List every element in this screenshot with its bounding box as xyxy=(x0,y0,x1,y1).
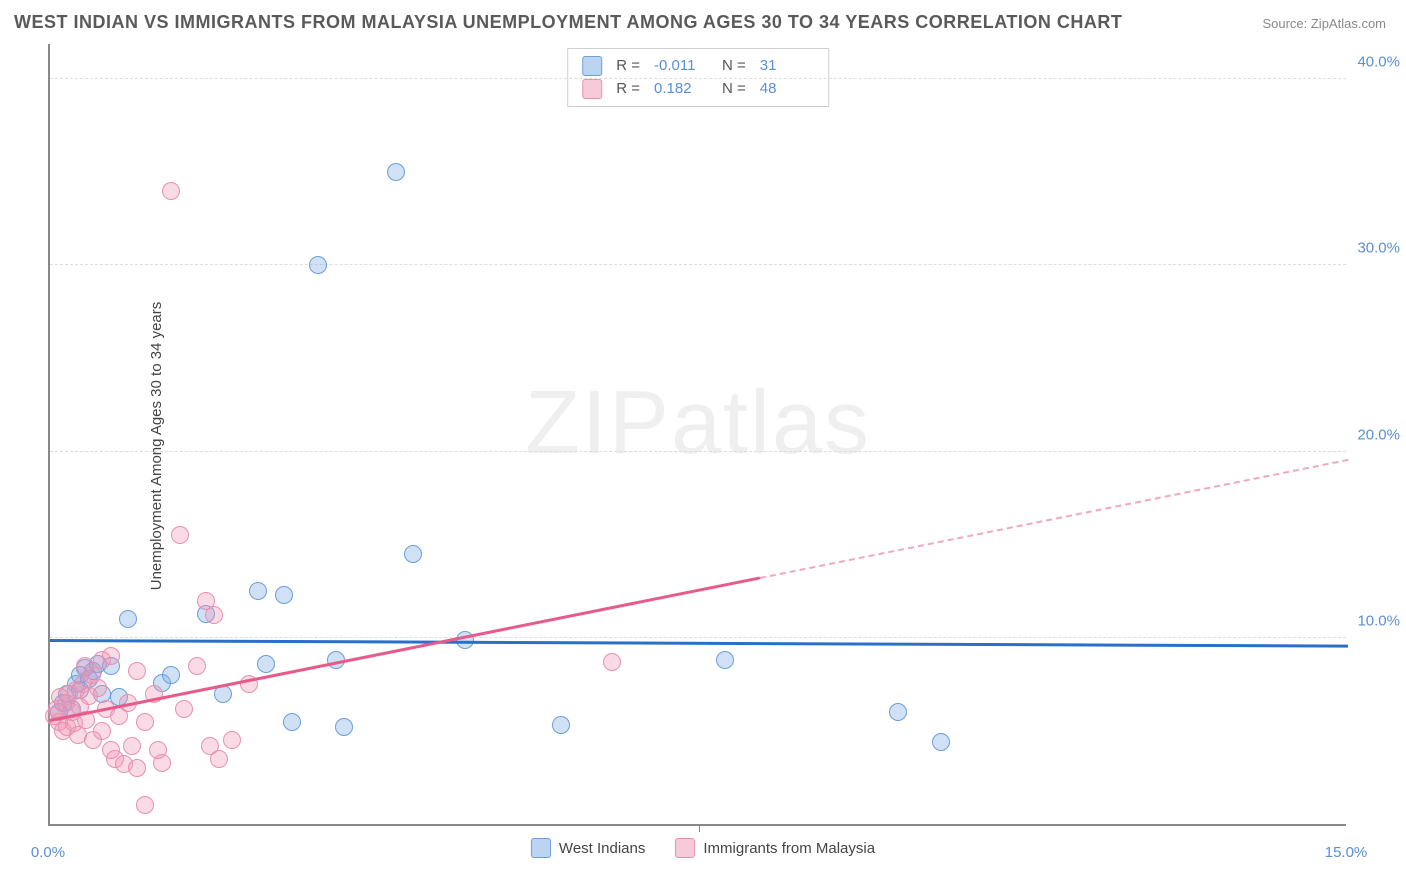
scatter-point xyxy=(257,655,275,673)
x-tick xyxy=(699,824,700,832)
trend-line xyxy=(50,577,760,722)
scatter-point xyxy=(283,713,301,731)
scatter-point xyxy=(716,651,734,669)
scatter-point xyxy=(128,759,146,777)
scatter-point xyxy=(188,657,206,675)
legend-label: Immigrants from Malaysia xyxy=(703,840,875,857)
gridline xyxy=(50,78,1346,79)
y-tick-label: 20.0% xyxy=(1357,426,1400,443)
scatter-point xyxy=(136,796,154,814)
scatter-point xyxy=(552,716,570,734)
gridline xyxy=(50,264,1346,265)
y-tick-label: 10.0% xyxy=(1357,612,1400,629)
scatter-point xyxy=(102,647,120,665)
scatter-point xyxy=(205,606,223,624)
trend-line xyxy=(50,639,1348,647)
scatter-point xyxy=(171,526,189,544)
scatter-point xyxy=(335,718,353,736)
scatter-point xyxy=(210,750,228,768)
scatter-point xyxy=(932,733,950,751)
y-tick-label: 30.0% xyxy=(1357,240,1400,257)
scatter-point xyxy=(309,256,327,274)
scatter-point xyxy=(162,182,180,200)
stat-n-label: N = xyxy=(722,78,746,101)
scatter-point xyxy=(889,703,907,721)
scatter-point xyxy=(175,700,193,718)
legend-item: West Indians xyxy=(531,838,645,858)
y-tick-label: 40.0% xyxy=(1357,54,1400,71)
stat-n-value: 48 xyxy=(760,78,814,101)
gridline xyxy=(50,451,1346,452)
legend-item: Immigrants from Malaysia xyxy=(675,838,875,858)
swatch-blue-icon xyxy=(582,56,602,76)
scatter-point xyxy=(223,731,241,749)
chart-title: WEST INDIAN VS IMMIGRANTS FROM MALAYSIA … xyxy=(14,12,1122,33)
stat-r-value: -0.011 xyxy=(654,55,708,78)
scatter-point xyxy=(603,653,621,671)
scatter-point xyxy=(93,722,111,740)
stats-row-west-indians: R = -0.011 N = 31 xyxy=(582,55,814,78)
scatter-point xyxy=(153,754,171,772)
scatter-point xyxy=(275,586,293,604)
scatter-point xyxy=(249,582,267,600)
scatter-point xyxy=(128,662,146,680)
gridline xyxy=(50,637,1346,638)
stat-r-label: R = xyxy=(616,55,640,78)
watermark-text: ZIPatlas xyxy=(525,372,871,475)
x-tick-label: 0.0% xyxy=(31,844,65,861)
scatter-point xyxy=(162,666,180,684)
trend-line xyxy=(759,459,1348,579)
source-attribution: Source: ZipAtlas.com xyxy=(1262,16,1386,31)
scatter-point xyxy=(136,713,154,731)
legend-label: West Indians xyxy=(559,840,645,857)
scatter-point xyxy=(123,737,141,755)
scatter-plot-area: ZIPatlas R = -0.011 N = 31 R = 0.182 N =… xyxy=(48,44,1346,826)
scatter-point xyxy=(89,679,107,697)
stat-n-label: N = xyxy=(722,55,746,78)
stat-r-label: R = xyxy=(616,78,640,101)
x-tick-label: 15.0% xyxy=(1325,844,1368,861)
stat-n-value: 31 xyxy=(760,55,814,78)
stats-row-malaysia: R = 0.182 N = 48 xyxy=(582,78,814,101)
swatch-pink-icon xyxy=(582,79,602,99)
legend-swatch-icon xyxy=(675,838,695,858)
scatter-point xyxy=(387,163,405,181)
scatter-point xyxy=(404,545,422,563)
legend-swatch-icon xyxy=(531,838,551,858)
series-legend: West Indians Immigrants from Malaysia xyxy=(531,838,875,858)
stat-r-value: 0.182 xyxy=(654,78,708,101)
scatter-point xyxy=(119,610,137,628)
